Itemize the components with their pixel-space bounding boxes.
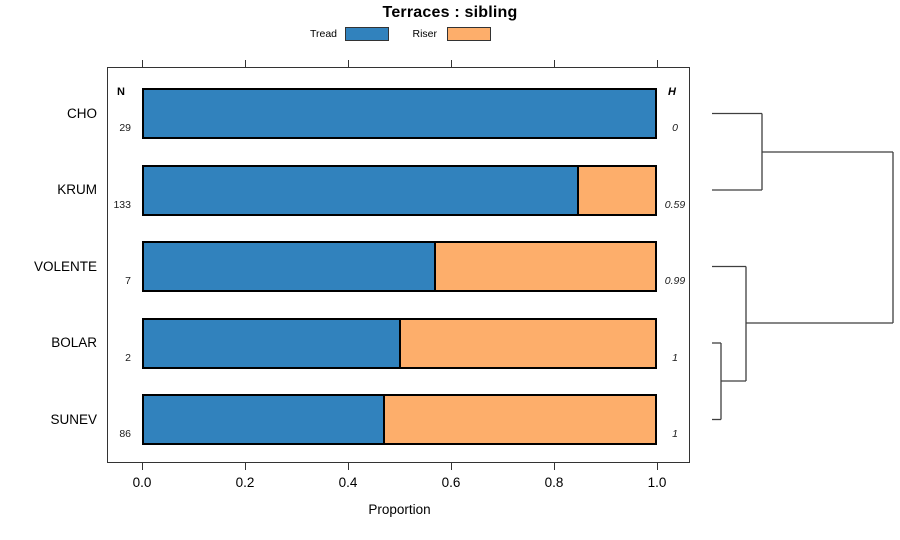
h-value: 1 xyxy=(672,351,678,364)
top-tick-mark xyxy=(142,60,144,67)
bottom-tick-mark xyxy=(451,463,453,470)
bottom-tick-mark xyxy=(554,463,556,470)
category-label: BOLAR xyxy=(51,335,97,350)
top-tick-mark xyxy=(245,60,247,67)
x-tick-label: 0.0 xyxy=(132,475,152,490)
h-value: 0 xyxy=(672,122,678,134)
category-label: VOLENTE xyxy=(33,258,97,274)
stacked-bar xyxy=(142,394,657,445)
category-label: SUNEV xyxy=(50,411,97,427)
riser-segment xyxy=(578,166,655,214)
category-label: KRUM xyxy=(57,182,97,197)
bottom-tick-mark xyxy=(245,463,247,470)
bottom-tick-mark xyxy=(348,463,350,470)
bottom-tick-mark xyxy=(657,463,659,470)
stacked-bar xyxy=(142,88,657,139)
h-value: 1 xyxy=(672,428,678,440)
x-tick-label: 0.4 xyxy=(338,475,358,490)
legend-label-riser: Riser xyxy=(412,28,437,40)
n-column-header: N xyxy=(117,86,125,98)
h-column-header: H xyxy=(668,86,676,98)
top-tick-mark xyxy=(657,60,659,67)
legend-swatch-riser xyxy=(447,27,491,41)
n-value: 7 xyxy=(125,275,131,287)
stacked-bar xyxy=(142,164,657,216)
chart-title: Terraces : sibling xyxy=(382,4,518,21)
riser-segment xyxy=(400,319,655,367)
top-tick-mark xyxy=(554,60,556,67)
n-value: 133 xyxy=(113,198,131,211)
legend-label-tread: Tread xyxy=(309,28,337,40)
x-tick-label: 0.8 xyxy=(544,475,564,490)
stacked-bar xyxy=(142,241,657,292)
h-value: 0.99 xyxy=(664,275,686,287)
stacked-bar xyxy=(142,317,657,369)
bottom-tick-mark xyxy=(142,463,144,470)
top-tick-mark xyxy=(451,60,453,67)
riser-segment xyxy=(385,396,655,443)
n-value: 86 xyxy=(119,428,131,440)
tread-segment xyxy=(144,319,401,367)
legend-swatch-tread xyxy=(345,27,389,41)
x-tick-label: 0.6 xyxy=(441,475,461,490)
riser-segment xyxy=(436,243,655,290)
tread-segment xyxy=(144,396,386,443)
x-tick-label: 1.0 xyxy=(647,475,667,490)
tread-segment xyxy=(144,166,579,214)
x-axis-title: Proportion xyxy=(368,502,431,517)
category-label: CHO xyxy=(67,105,97,121)
h-value: 0.59 xyxy=(664,198,686,211)
top-tick-mark xyxy=(348,60,350,67)
n-value: 29 xyxy=(119,122,131,134)
tread-segment xyxy=(144,90,655,137)
x-tick-label: 0.2 xyxy=(235,475,255,490)
n-value: 2 xyxy=(125,351,131,364)
tread-segment xyxy=(144,243,437,290)
